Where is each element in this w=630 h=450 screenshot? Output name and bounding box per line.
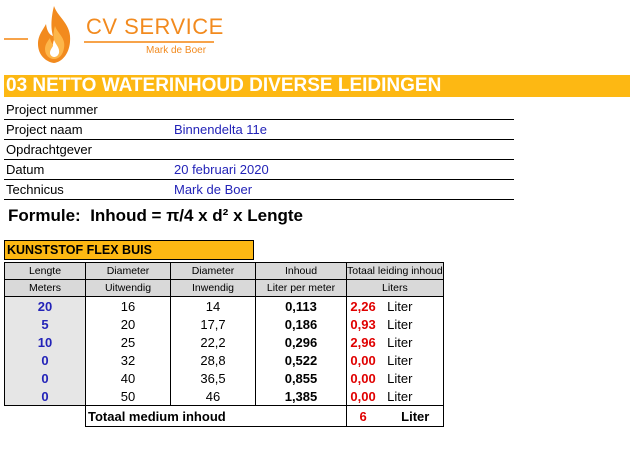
outer-diameter-cell: 40 [85,369,171,387]
project-info: Project nummer Project naam Binnendelta … [4,100,514,200]
length-cell[interactable]: 0 [4,369,86,387]
unit-cell: Liter [379,351,444,369]
info-label: Opdrachtgever [6,142,92,157]
content-cell: 0,113 [255,296,347,315]
header-length: Lengte [4,262,86,280]
table-total-row: Totaal medium inhoud 6 Liter [5,405,444,427]
total-spacer [5,406,86,427]
total-cell: 0,00 [346,387,380,406]
header-inner-diameter: Diameter [170,262,256,280]
total-unit: Liter [379,405,444,427]
info-label: Project nummer [6,102,98,117]
outer-diameter-cell: 50 [85,387,171,406]
unit-cell: Liter [379,369,444,387]
brand-owner: Mark de Boer [146,45,207,56]
table-row: 10 25 22,2 0,296 2,96 Liter [4,333,444,351]
header-outer-diameter: Diameter [85,262,171,280]
info-row-project-name: Project naam Binnendelta 11e [4,120,514,140]
length-cell[interactable]: 0 [4,387,86,406]
inner-diameter-cell: 28,8 [170,351,256,369]
table-row: 5 20 17,7 0,186 0,93 Liter [4,315,444,333]
info-row-client: Opdrachtgever [4,140,514,160]
unit-cell: Liter [379,333,444,351]
info-label: Project naam [6,122,83,137]
content-cell: 0,186 [255,315,347,333]
info-value[interactable]: 20 februari 2020 [174,162,269,177]
info-label: Datum [6,162,45,177]
content-cell: 0,296 [255,333,347,351]
unit-cell: Liter [379,387,444,406]
info-value[interactable]: Mark de Boer [174,182,253,197]
outer-diameter-cell: 20 [85,315,171,333]
inner-diameter-cell: 46 [170,387,256,406]
flame-icon [38,6,71,63]
logo-divider-left [4,38,28,40]
outer-diameter-cell: 25 [85,333,171,351]
info-label: Technicus [6,182,64,197]
header-content: Inhoud [255,262,347,280]
total-value: 6 [346,405,380,427]
company-logo: CV SERVICE Mark de Boer [0,0,630,72]
inner-diameter-cell: 17,7 [170,315,256,333]
formula-label: Formule: [8,206,81,225]
total-cell: 0,00 [346,369,380,387]
header-length-unit: Meters [4,279,86,297]
header-total: Totaal leiding inhoud [346,262,444,280]
inner-diameter-cell: 36,5 [170,369,256,387]
logo-divider-right [84,41,214,43]
total-cell: 0,93 [346,315,380,333]
total-gap [255,405,347,427]
table-row: 0 50 46 1,385 0,00 Liter [4,387,444,406]
content-cell: 0,855 [255,369,347,387]
table-row: 0 40 36,5 0,855 0,00 Liter [4,369,444,387]
page-title: 03 NETTO WATERINHOUD DIVERSE LEIDINGEN [4,75,630,97]
formula: Formule: Inhoud = π/4 x d² x Lengte [8,206,303,226]
inner-diameter-cell: 14 [170,296,256,315]
info-row-technician: Technicus Mark de Boer [4,180,514,200]
outer-diameter-cell: 32 [85,351,171,369]
pipe-volume-table: Lengte Diameter Diameter Inhoud Totaal l… [4,262,444,427]
length-cell[interactable]: 5 [4,315,86,333]
section-title: KUNSTSTOF FLEX BUIS [4,240,254,260]
total-cell: 0,00 [346,351,380,369]
formula-expression: Inhoud = π/4 x d² x Lengte [90,206,303,225]
inner-diameter-cell: 22,2 [170,333,256,351]
length-cell[interactable]: 10 [4,333,86,351]
header-content-unit: Liter per meter [255,279,347,297]
table-header-row: Meters Uitwendig Inwendig Liter per mete… [4,279,444,297]
info-value[interactable]: Binnendelta 11e [174,122,268,137]
total-cell: 2,96 [346,333,380,351]
info-row-project-number: Project nummer [4,100,514,120]
header-total-unit: Liters [346,279,444,297]
length-cell[interactable]: 20 [4,296,86,315]
content-cell: 1,385 [255,387,347,406]
unit-cell: Liter [379,315,444,333]
table-row: 0 32 28,8 0,522 0,00 Liter [4,351,444,369]
total-label: Totaal medium inhoud [85,405,256,427]
total-cell: 2,26 [346,296,380,315]
table-row: 20 16 14 0,113 2,26 Liter [4,296,444,315]
header-outer-unit: Uitwendig [85,279,171,297]
header-inner-unit: Inwendig [170,279,256,297]
content-cell: 0,522 [255,351,347,369]
length-cell[interactable]: 0 [4,351,86,369]
unit-cell: Liter [379,296,444,315]
info-row-date: Datum 20 februari 2020 [4,160,514,180]
table-header-row: Lengte Diameter Diameter Inhoud Totaal l… [4,262,444,280]
outer-diameter-cell: 16 [85,296,171,315]
brand-name: CV SERVICE [86,14,224,39]
